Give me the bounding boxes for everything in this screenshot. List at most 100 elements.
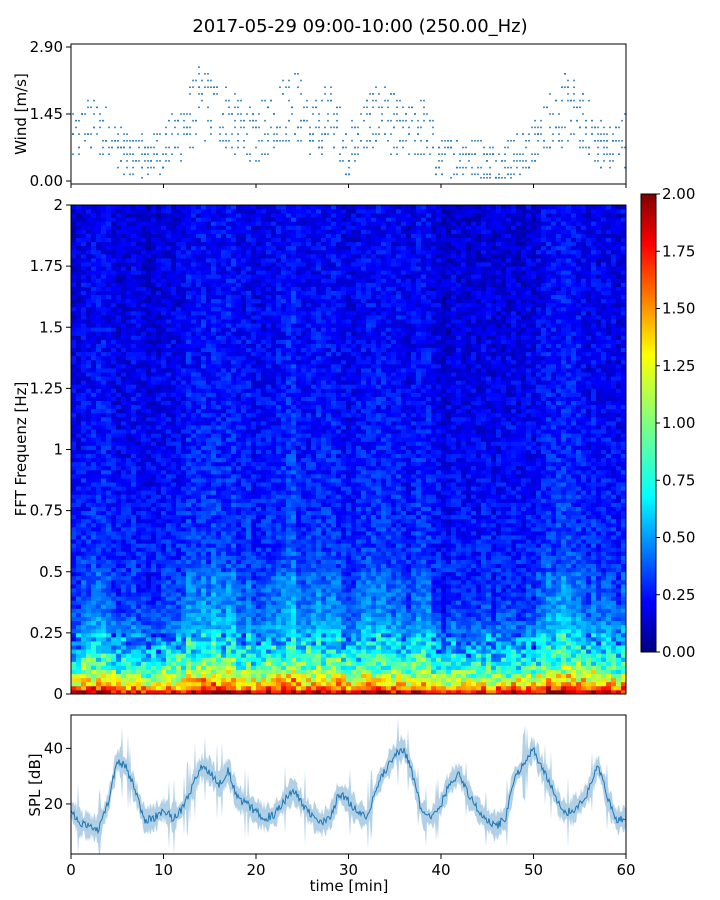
wind-point [333, 126, 335, 129]
spectrogram-cell [151, 351, 157, 357]
spectrogram-cell [186, 575, 192, 581]
spectrogram-cell [226, 327, 232, 332]
spectrogram-cell [206, 551, 212, 556]
spectrogram-cell [131, 453, 137, 459]
spectrogram-cell [106, 253, 112, 259]
spectrogram-cell [176, 225, 182, 230]
spectrogram-cell [226, 445, 232, 450]
wind-points [72, 66, 626, 179]
wind-point [390, 93, 392, 95]
spectrogram-cell [86, 351, 92, 357]
spectrogram-cell [151, 608, 157, 613]
spectrogram-cell [156, 457, 162, 463]
spectrogram-cell [81, 209, 87, 214]
spectrogram-cell [241, 624, 247, 630]
spectrogram-cell [96, 600, 102, 605]
spectrogram-cell [96, 270, 102, 275]
spectrogram-cell [196, 404, 202, 410]
spectrogram-cell [211, 689, 217, 695]
spectrogram-cell [106, 347, 112, 353]
spectrogram-cell [126, 363, 132, 369]
spectrogram-cell [86, 331, 92, 336]
spectrogram-cell [71, 677, 77, 683]
spectrogram-cell [211, 347, 217, 353]
wind-point [504, 166, 506, 169]
spectrogram-cell [106, 445, 112, 450]
spectrogram-cell [71, 510, 77, 516]
spectrogram-cell [86, 539, 92, 544]
spectrogram-cell [116, 233, 122, 238]
wind-point [510, 173, 512, 176]
spectrogram-cell [96, 583, 102, 589]
spectrogram-cell [96, 612, 102, 617]
spectrogram-cell [166, 392, 172, 397]
spectrogram-cell [86, 677, 92, 683]
spectrogram-cell [241, 571, 247, 577]
spectrogram-cell [176, 628, 182, 634]
spectrogram-cell [226, 388, 232, 393]
spectrogram-cell [156, 685, 162, 691]
spectrogram-cell [221, 433, 227, 438]
spectrogram-cell [121, 229, 127, 234]
spectrogram-cell [146, 335, 152, 340]
spectrogram-cell [161, 253, 167, 259]
spectrogram-cell [181, 478, 187, 483]
spectrogram-cell [76, 681, 82, 687]
spectrogram-cell [81, 441, 87, 446]
spectrogram-cell [206, 363, 212, 369]
spectrogram-cell [196, 339, 202, 344]
spectrogram-cell [91, 237, 97, 243]
wind-point [567, 86, 569, 88]
spectrogram-cell [116, 205, 122, 210]
spectrogram-cell [111, 657, 117, 662]
spectrogram-cell [161, 681, 167, 687]
spectrogram-cell [161, 392, 167, 397]
wind-point [459, 153, 461, 155]
spectrogram-cell [96, 290, 102, 296]
spectrogram-cell [226, 494, 232, 499]
wind-point [624, 166, 626, 169]
wind-point [621, 146, 623, 149]
spectrogram-cell [151, 453, 157, 459]
spectrogram-cell [101, 531, 107, 536]
spectrogram-cell [181, 209, 187, 214]
spectrogram-cell [126, 469, 132, 475]
spectrogram-cell [206, 685, 212, 691]
wind-point [561, 126, 563, 129]
spectrogram-cell [206, 217, 212, 222]
spectrogram-cell [141, 335, 147, 340]
spectrogram-cell [211, 209, 217, 214]
spectrogram-cell [216, 359, 222, 365]
spectrogram-cell [206, 514, 212, 520]
spectrogram-cell [81, 526, 87, 532]
spectrogram-cell [216, 302, 222, 308]
wind-point [474, 140, 476, 142]
spectrogram-cell [101, 579, 107, 585]
wind-point [156, 140, 158, 142]
spectrogram-cell [166, 689, 172, 695]
spectrogram-cell [171, 319, 177, 324]
spectrogram-cell [201, 608, 207, 613]
spectrogram-cell [81, 262, 87, 267]
spectrogram-cell [91, 510, 97, 516]
spectrogram-cell [131, 620, 137, 626]
spectrogram-cell [131, 331, 137, 336]
spectrogram-cell [126, 502, 132, 507]
spectrogram-cell [131, 298, 137, 304]
wind-point [192, 146, 194, 149]
spectrogram-cell [111, 616, 117, 622]
spectrogram-cell [101, 604, 107, 609]
wind-point [420, 140, 422, 142]
spectrogram-cell [136, 596, 142, 601]
spectrogram-cell [71, 294, 77, 300]
spectrogram-cell [136, 368, 142, 373]
wind-point [342, 146, 344, 149]
spectrogram-cell [231, 506, 237, 512]
wind-point [90, 106, 92, 109]
spectrogram-cell [156, 641, 162, 646]
spectrogram-cell [201, 298, 207, 304]
spectrogram-cell [71, 441, 77, 446]
wind-point [117, 146, 119, 149]
spectrogram-cell [106, 685, 112, 691]
spectrogram-cell [166, 416, 172, 422]
